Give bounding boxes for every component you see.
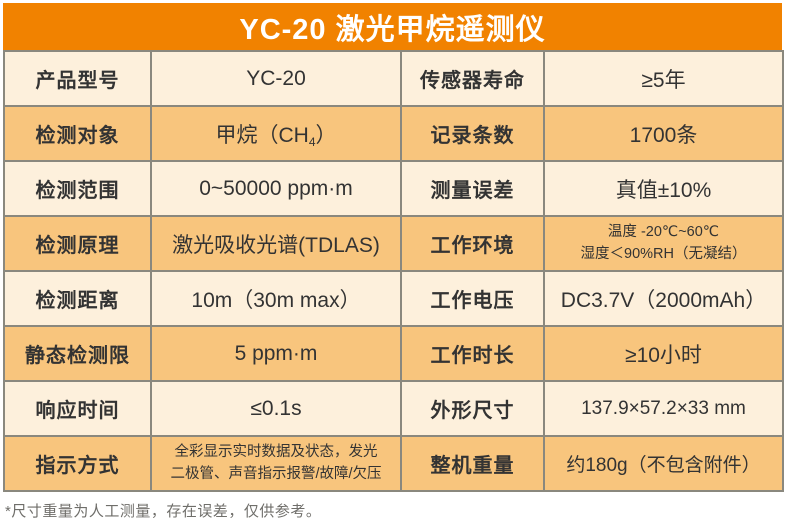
table-row-product-model: 产品型号 YC-20 传感器寿命 ≥5年 bbox=[3, 50, 784, 107]
spec-label-static-detection-limit: 静态检测限 bbox=[3, 325, 152, 382]
spec-sheet: YC-20 激光甲烷遥测仪 产品型号 YC-20 传感器寿命 ≥5年 检测对象 … bbox=[3, 3, 784, 521]
spec-label-total-weight: 整机重量 bbox=[400, 435, 545, 492]
page-title: YC-20 激光甲烷遥测仪 bbox=[239, 13, 546, 46]
spec-value-record-count: 1700条 bbox=[543, 105, 784, 162]
table-row-indication-mode: 指示方式 全彩显示实时数据及状态，发光 二极管、声音指示报警/故障/欠压 整机重… bbox=[3, 435, 784, 492]
table-row-detection-distance: 检测距离 10m（30m max） 工作电压 DC3.7V（2000mAh） bbox=[3, 270, 784, 327]
spec-label-product-model: 产品型号 bbox=[3, 50, 152, 107]
table-row-response-time: 响应时间 ≤0.1s 外形尺寸 137.9×57.2×33 mm bbox=[3, 380, 784, 437]
spec-value-detection-target: 甲烷（CH4） bbox=[150, 105, 402, 162]
footnote: *尺寸重量为人工测量，存在误差，仅供参考。 bbox=[5, 503, 322, 520]
spec-value-product-model: YC-20 bbox=[150, 50, 402, 107]
spec-label-detection-target: 检测对象 bbox=[3, 105, 152, 162]
spec-value-work-voltage: DC3.7V（2000mAh） bbox=[543, 270, 784, 327]
spec-value-dimensions: 137.9×57.2×33 mm bbox=[543, 380, 784, 437]
spec-value-work-environment: 温度 -20℃~60℃ 湿度＜90%RH（无凝结） bbox=[543, 215, 784, 272]
spec-value-detection-principle: 激光吸收光谱(TDLAS) bbox=[150, 215, 402, 272]
spec-label-measurement-error: 测量误差 bbox=[400, 160, 545, 217]
spec-label-work-voltage: 工作电压 bbox=[400, 270, 545, 327]
spec-table: 产品型号 YC-20 传感器寿命 ≥5年 检测对象 甲烷（CH4） 记录条数 1… bbox=[3, 50, 784, 492]
spec-label-indication-mode: 指示方式 bbox=[3, 435, 152, 492]
table-row-detection-range: 检测范围 0~50000 ppm·m 测量误差 真值±10% bbox=[3, 160, 784, 217]
table-row-static-detection-limit: 静态检测限 5 ppm·m 工作时长 ≥10小时 bbox=[3, 325, 784, 382]
spec-label-detection-principle: 检测原理 bbox=[3, 215, 152, 272]
spec-value-detection-distance: 10m（30m max） bbox=[150, 270, 402, 327]
spec-value-total-weight: 约180g（不包含附件） bbox=[543, 435, 784, 492]
title-bar: YC-20 激光甲烷遥测仪 bbox=[3, 3, 782, 50]
spec-value-work-duration: ≥10小时 bbox=[543, 325, 784, 382]
table-row-detection-principle: 检测原理 激光吸收光谱(TDLAS) 工作环境 温度 -20℃~60℃ 湿度＜9… bbox=[3, 215, 784, 272]
spec-label-response-time: 响应时间 bbox=[3, 380, 152, 437]
spec-label-work-environment: 工作环境 bbox=[400, 215, 545, 272]
spec-value-measurement-error: 真值±10% bbox=[543, 160, 784, 217]
spec-label-sensor-life: 传感器寿命 bbox=[400, 50, 545, 107]
spec-label-work-duration: 工作时长 bbox=[400, 325, 545, 382]
spec-value-sensor-life: ≥5年 bbox=[543, 50, 784, 107]
spec-label-record-count: 记录条数 bbox=[400, 105, 545, 162]
spec-value-response-time: ≤0.1s bbox=[150, 380, 402, 437]
spec-label-detection-range: 检测范围 bbox=[3, 160, 152, 217]
table-row-detection-target: 检测对象 甲烷（CH4） 记录条数 1700条 bbox=[3, 105, 784, 162]
spec-label-detection-distance: 检测距离 bbox=[3, 270, 152, 327]
spec-value-indication-mode: 全彩显示实时数据及状态，发光 二极管、声音指示报警/故障/欠压 bbox=[150, 435, 402, 492]
spec-value-static-detection-limit: 5 ppm·m bbox=[150, 325, 402, 382]
spec-label-dimensions: 外形尺寸 bbox=[400, 380, 545, 437]
spec-value-detection-range: 0~50000 ppm·m bbox=[150, 160, 402, 217]
